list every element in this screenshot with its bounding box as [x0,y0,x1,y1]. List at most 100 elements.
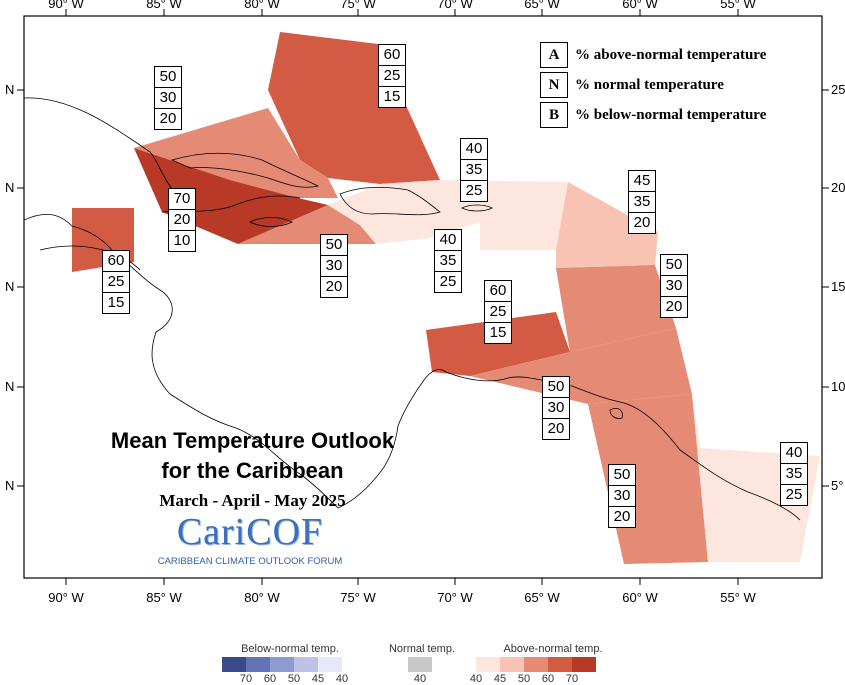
normal-value: 25 [485,302,511,323]
region-bahamas [268,32,440,184]
legend-tick-label: 70 [239,673,253,685]
region-box-abc-islands: 60 25 15 [484,280,512,344]
below-value: 20 [613,508,631,525]
bottom-axis-label: 80° W [244,590,280,605]
top-axis-label: 85° W [146,0,182,11]
normal-value: 35 [781,464,807,485]
region-suriname-guiana [692,394,820,562]
region-box-bahamas: 60 25 15 [378,44,406,108]
legend-swatches [222,657,596,672]
legend-swatch [318,657,342,672]
legend-tick-label: 40 [335,673,349,685]
right-axis-label: 15° [831,279,845,294]
legend-swatch [500,657,524,672]
above-value: 60 [379,45,405,66]
key-row-normal: N % normal temperature [540,70,766,100]
bottom-axis-label: 60° W [622,590,658,605]
below-value: 20 [633,214,651,231]
top-axis-label: 55° W [720,0,756,11]
caricof-logo-subtitle: CARIBBEAN CLIMATE OUTLOOK FORUM [157,556,343,567]
key-letter-normal: N [540,72,568,98]
key-text-below: % below-normal temperature [575,106,767,123]
below-value: 15 [383,88,401,105]
legend-swatch [270,657,294,672]
legend-tick-label: 40 [469,673,483,685]
legend-swatch [222,657,246,672]
legend-tick-label: 50 [517,673,531,685]
left-axis-label: N [5,279,15,294]
top-axis-label: 80° W [244,0,280,11]
key-row-below: B % below-normal temperature [540,100,766,130]
above-value: 45 [629,171,655,192]
right-axis-label: 20° [831,180,845,195]
below-value: 25 [785,486,803,503]
normal-value: 35 [461,160,487,181]
key-row-above: A % above-normal temperature [540,40,766,70]
normal-value: 30 [661,276,687,297]
bottom-axis-label: 75° W [340,590,376,605]
legend-swatch [524,657,548,672]
normal-value: 30 [543,398,569,419]
above-value: 40 [781,443,807,464]
legend-tick-label: 60 [541,673,555,685]
forecast-period: March - April - May 2025 [159,491,346,510]
region-box-guyana: 50 30 20 [608,464,636,528]
caricof-logo: CariCOF [176,511,324,553]
probability-key: A % above-normal temperature N % normal … [540,40,766,130]
top-axis-label: 75° W [340,0,376,11]
axis-ticks [17,9,829,585]
key-text-above: % above-normal temperature [575,46,767,63]
map-title: Mean Temperature Outlook [110,428,395,453]
above-value: 40 [435,230,461,251]
key-letter-below: B [540,102,568,128]
legend-tick-label: 70 [565,673,579,685]
above-value: 40 [461,139,487,160]
legend-tick-label: 60 [263,673,277,685]
left-axis-label: N [5,180,15,195]
legend-swatch [246,657,270,672]
region-cuba [134,108,338,198]
left-axis-label: N [5,478,15,493]
right-axis-label: 10° [831,379,845,394]
map-title-line2: for the Caribbean [161,458,344,483]
above-value: 50 [661,255,687,276]
bottom-axis-label: 90° W [48,590,84,605]
above-value: 50 [155,67,181,88]
below-value: 25 [465,182,483,199]
legend-swatch [408,657,432,672]
key-text-normal: % normal temperature [575,76,724,93]
legend-swatch [294,657,318,672]
region-northern-leewards [556,182,658,268]
bottom-axis-label: 65° W [524,590,560,605]
region-box-hispaniola: 40 35 25 [460,138,488,202]
above-value: 70 [169,189,195,210]
region-box-suriname-guiana: 40 35 25 [780,442,808,506]
region-box-puerto-rico: 40 35 25 [434,229,462,293]
right-axis-label: 25° [831,82,845,97]
region-box-jamaica: 50 30 20 [320,234,348,298]
legend-normal-title: Normal temp. [388,643,456,655]
left-axis-label: N [5,82,15,97]
right-axis-label: 5° [831,478,844,493]
legend-tick-label: 45 [493,673,507,685]
normal-value: 20 [169,210,195,231]
bottom-axis-label: 85° W [146,590,182,605]
top-axis-label: 60° W [622,0,658,11]
region-box-belize: 60 25 15 [102,250,130,314]
top-axis-label: 65° W [524,0,560,11]
region-lesser-antilles [556,265,676,352]
normal-value: 25 [379,66,405,87]
normal-value: 25 [103,272,129,293]
region-box-trinidad: 50 30 20 [542,376,570,440]
region-box-cuba: 50 30 20 [154,66,182,130]
legend-tick-label: 45 [311,673,325,685]
below-value: 20 [325,278,343,295]
legend-swatch [476,657,500,672]
normal-value: 35 [435,251,461,272]
legend-below-title: Below-normal temp. [241,643,339,655]
above-value: 50 [321,235,347,256]
above-value: 50 [543,377,569,398]
legend-above-title: Above-normal temp. [503,643,603,655]
above-value: 60 [103,251,129,272]
